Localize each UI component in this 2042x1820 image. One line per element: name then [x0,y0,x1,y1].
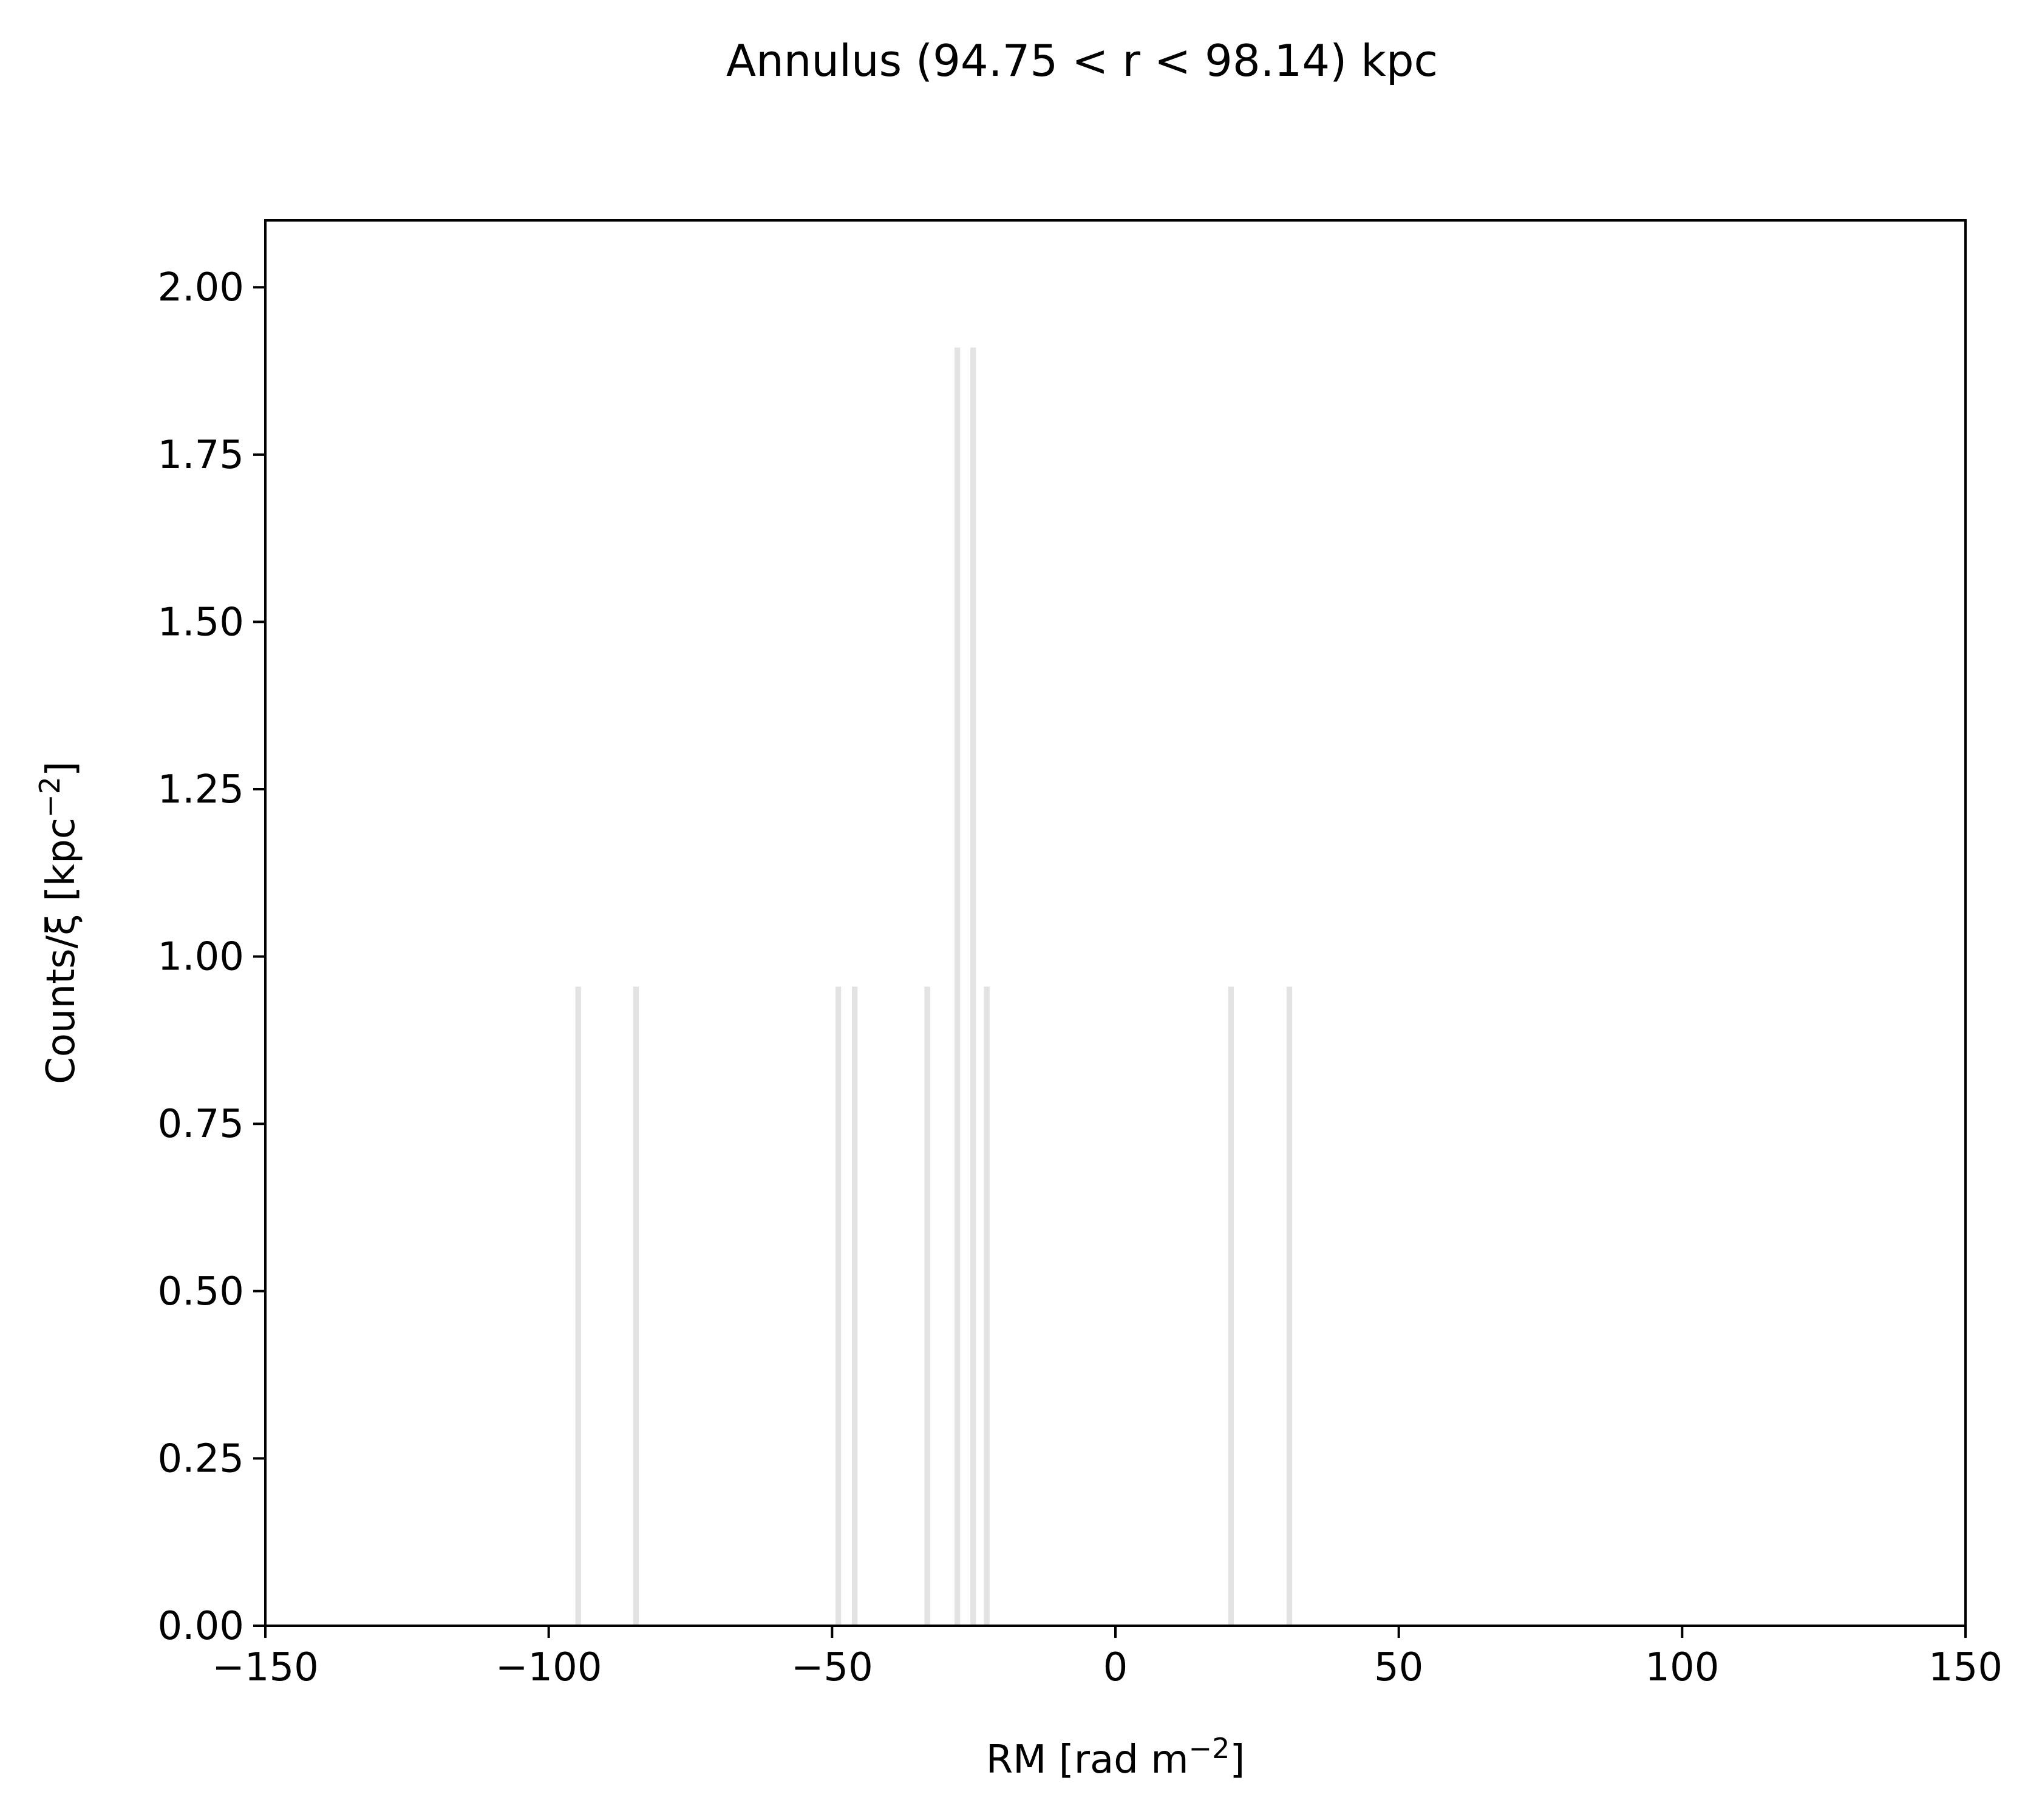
plot-frame [264,219,1967,1627]
y-axis-ticks: 0.00 0.25 0.50 0.75 1.00 1.25 1.50 1.75 2.00 [158,265,265,1649]
bars-group [575,347,1293,1626]
x-tick-label: −100 [495,1645,602,1690]
y-tick-label: 0.00 [158,1604,245,1649]
y-tick-label: 1.25 [158,767,245,812]
y-tick-label: 1.75 [158,433,245,478]
y-tick-label: 1.00 [158,935,245,980]
x-tick-label: −50 [791,1645,873,1690]
x-axis-ticks: −150 −100 −50 0 50 100 150 [212,1626,2003,1690]
histogram-bar-0 [575,986,581,1626]
x-tick-label: 100 [1645,1645,1719,1690]
histogram-bar-2 [835,986,842,1626]
x-tick-label: −150 [212,1645,319,1690]
x-tick-label: 0 [1103,1645,1128,1690]
histogram-bar-6 [970,347,976,1626]
histogram-bar-4 [924,986,930,1626]
histogram-bar-1 [633,986,639,1626]
histogram-bar-5 [954,347,961,1626]
y-tick-label: 2.00 [158,265,245,310]
y-tick-label: 0.50 [158,1269,245,1314]
y-tick-label: 0.75 [158,1102,245,1147]
x-tick-label: 50 [1374,1645,1423,1690]
y-tick-label: 0.25 [158,1436,245,1481]
chart-title: Annulus (94.75 < r < 98.14) kpc [726,35,1438,86]
y-tick-label: 1.50 [158,600,245,645]
x-tick-label: 150 [1928,1645,2003,1690]
histogram-bar-3 [852,986,858,1626]
histogram-bar-9 [1286,986,1293,1626]
histogram-bar-8 [1228,986,1234,1626]
histogram-bar-7 [984,986,990,1626]
y-axis-label: Counts/ξ [kpc−2] [33,761,84,1084]
x-axis-label: RM [rad m−2] [986,1732,1245,1782]
